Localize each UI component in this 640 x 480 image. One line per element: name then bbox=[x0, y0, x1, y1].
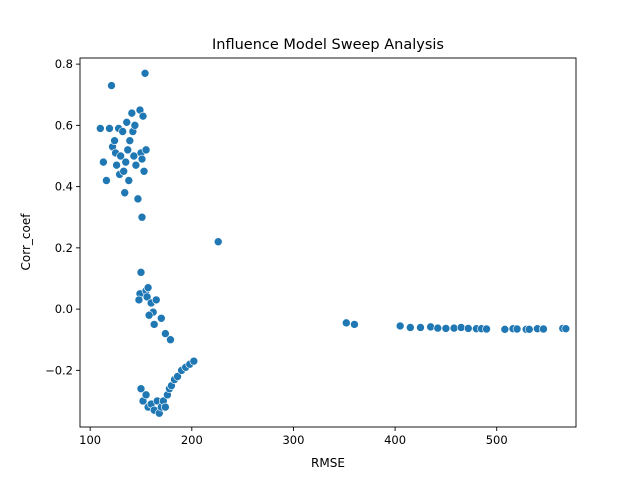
data-point bbox=[125, 136, 135, 145]
data-point bbox=[105, 124, 114, 133]
data-point bbox=[130, 121, 140, 130]
data-point bbox=[449, 323, 459, 333]
x-axis-label: RMSE bbox=[311, 456, 345, 470]
data-point bbox=[134, 295, 144, 305]
data-point bbox=[121, 157, 131, 167]
data-point bbox=[118, 127, 127, 136]
data-point bbox=[213, 237, 223, 247]
data-point bbox=[102, 176, 111, 185]
data-point bbox=[137, 212, 147, 222]
data-point bbox=[161, 329, 170, 338]
x-tick-label: 400 bbox=[384, 433, 406, 447]
data-point bbox=[142, 292, 152, 302]
data-point bbox=[116, 151, 125, 161]
data-point bbox=[144, 310, 154, 320]
y-tick-label: 0.2 bbox=[55, 241, 73, 255]
data-point bbox=[119, 167, 129, 176]
plot-points bbox=[96, 69, 571, 418]
data-point bbox=[120, 188, 130, 198]
data-point bbox=[124, 176, 134, 185]
x-tick-label: 300 bbox=[282, 433, 304, 447]
data-point bbox=[123, 145, 133, 155]
data-point bbox=[441, 324, 451, 333]
data-point bbox=[96, 124, 105, 133]
data-point bbox=[112, 160, 121, 170]
data-point bbox=[131, 160, 141, 170]
data-point bbox=[122, 118, 132, 127]
data-point bbox=[406, 323, 415, 332]
data-point bbox=[166, 335, 175, 345]
data-point bbox=[341, 318, 351, 328]
y-tick-label: 0.4 bbox=[55, 180, 73, 194]
data-point bbox=[512, 324, 522, 334]
data-point bbox=[110, 136, 119, 145]
data-point bbox=[141, 145, 151, 155]
plot-frame bbox=[79, 57, 577, 428]
data-point bbox=[456, 323, 466, 332]
x-tick-label: 200 bbox=[181, 433, 203, 447]
data-point bbox=[149, 320, 159, 329]
data-point bbox=[137, 154, 147, 164]
data-point bbox=[136, 268, 146, 277]
data-point bbox=[561, 324, 571, 334]
data-point bbox=[129, 151, 139, 161]
data-point bbox=[141, 390, 151, 400]
chart-title: Influence Model Sweep Analysis bbox=[212, 37, 444, 53]
y-axis-label: Corr_coef bbox=[19, 213, 33, 271]
data-point bbox=[138, 111, 148, 121]
data-point bbox=[136, 384, 146, 394]
x-tick-label: 500 bbox=[486, 433, 508, 447]
data-point bbox=[539, 324, 548, 334]
data-point bbox=[173, 372, 182, 381]
data-point bbox=[189, 356, 199, 366]
data-point bbox=[500, 325, 510, 334]
x-tick-label: 100 bbox=[79, 433, 101, 447]
y-tick-label: −0.2 bbox=[45, 363, 73, 377]
data-point bbox=[395, 321, 405, 331]
data-point bbox=[482, 324, 491, 334]
data-point bbox=[524, 325, 534, 334]
data-point bbox=[99, 157, 108, 167]
data-point bbox=[107, 81, 116, 90]
x-axis-ticks: 100 200 300 400 500 bbox=[79, 427, 508, 447]
y-axis-ticks: −0.2 0.0 0.2 0.4 0.6 0.8 bbox=[45, 57, 80, 377]
data-point bbox=[143, 283, 153, 292]
data-point bbox=[161, 402, 170, 412]
data-point bbox=[139, 167, 149, 176]
data-point bbox=[140, 69, 150, 78]
data-point bbox=[133, 194, 143, 204]
data-point bbox=[127, 108, 137, 118]
data-point bbox=[350, 320, 359, 329]
y-tick-label: 0.6 bbox=[55, 118, 73, 132]
data-point bbox=[433, 323, 443, 333]
data-point bbox=[426, 322, 435, 332]
y-tick-label: 0.8 bbox=[55, 57, 73, 71]
y-tick-label: 0.0 bbox=[55, 302, 73, 316]
data-point bbox=[416, 323, 425, 332]
data-point bbox=[157, 313, 166, 323]
data-point bbox=[151, 295, 161, 305]
data-point bbox=[463, 324, 473, 333]
